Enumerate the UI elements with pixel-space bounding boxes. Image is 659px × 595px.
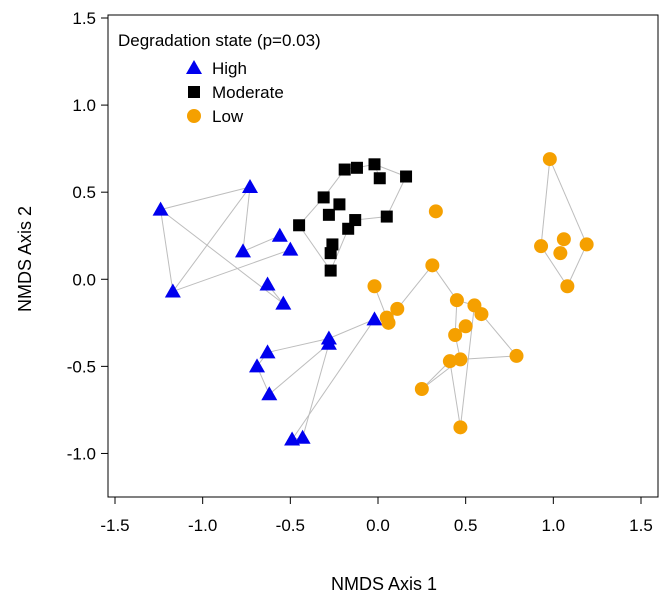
point-high	[164, 283, 181, 298]
hull-edge-low	[540, 159, 551, 247]
hull-edge-low	[481, 313, 517, 357]
point-moderate	[324, 264, 337, 277]
point-low	[449, 293, 464, 308]
point-moderate	[324, 247, 337, 260]
x-tick-label: 1.0	[542, 516, 566, 535]
legend-label-moderate: Moderate	[212, 83, 284, 102]
point-high	[366, 311, 383, 326]
hull-edge-low	[566, 244, 588, 287]
point-low	[453, 352, 468, 367]
point-low	[553, 246, 568, 261]
y-tick-label: 0.5	[72, 183, 96, 202]
x-tick-label: 0.0	[366, 516, 390, 535]
hull-edge-high	[172, 186, 251, 292]
point-low	[579, 237, 594, 252]
point-low	[534, 239, 549, 254]
point-high	[249, 358, 266, 373]
point-low	[381, 315, 396, 330]
point-low	[556, 232, 571, 247]
hull-edge-low	[540, 245, 568, 287]
y-tick-label: 1.0	[72, 96, 96, 115]
point-low	[453, 420, 468, 435]
point-low	[425, 258, 440, 273]
hull-edge-low	[431, 265, 458, 301]
plot-frame	[107, 14, 659, 498]
x-tick-label: -1.5	[100, 516, 129, 535]
point-moderate	[317, 191, 330, 204]
hull-edge-moderate	[386, 176, 407, 217]
hull-edge-high	[328, 318, 375, 339]
y-tick-label: 1.5	[72, 9, 96, 28]
point-high	[271, 227, 288, 242]
point-high	[320, 335, 337, 350]
point-low	[474, 307, 489, 322]
data-points	[152, 152, 594, 446]
point-high	[275, 295, 292, 310]
point-high	[259, 344, 276, 359]
legend-label-low: Low	[212, 107, 244, 126]
point-moderate	[333, 198, 346, 211]
hull-edge-high	[160, 209, 174, 292]
y-axis: -1.0 -0.5 0.0 0.5 1.0 1.5	[67, 9, 108, 463]
legend: Degradation state (p=0.03) High Moderate L…	[118, 31, 321, 126]
point-moderate	[322, 208, 335, 221]
hull-edge-moderate	[298, 224, 332, 271]
legend-marker-moderate	[188, 86, 200, 98]
y-tick-label: 0.0	[72, 270, 96, 289]
point-low	[414, 382, 429, 397]
legend-label-high: High	[212, 59, 247, 78]
hull-edge-high	[302, 343, 330, 438]
point-high	[242, 178, 259, 193]
hull-edge-high	[160, 186, 251, 211]
point-moderate	[349, 214, 362, 227]
x-tick-label: 0.5	[454, 516, 478, 535]
point-low	[509, 348, 524, 363]
hull-edge-high	[242, 235, 281, 252]
y-axis-title: NMDS Axis 2	[15, 206, 35, 312]
x-axis: -1.5 -1.0 -0.5 0.0 0.5 1.0 1.5	[100, 497, 653, 535]
x-tick-label: -1.0	[188, 516, 217, 535]
point-moderate	[368, 158, 381, 171]
point-low	[367, 279, 382, 294]
point-low	[458, 319, 473, 334]
x-axis-title: NMDS Axis 1	[331, 574, 437, 594]
point-low	[428, 204, 443, 219]
x-tick-label: 1.5	[629, 516, 653, 535]
hull-edge-high	[242, 186, 251, 252]
point-moderate	[380, 210, 393, 223]
point-high	[282, 241, 299, 256]
hull-edge-high	[291, 319, 375, 440]
point-low	[442, 354, 457, 369]
hull-lines	[160, 158, 588, 441]
point-moderate	[293, 219, 306, 232]
point-moderate	[400, 170, 413, 183]
point-low	[560, 279, 575, 294]
legend-marker-low	[187, 109, 201, 123]
y-tick-label: -0.5	[67, 357, 96, 376]
hull-edge-moderate	[330, 228, 349, 271]
x-tick-label: -0.5	[276, 516, 305, 535]
legend-title: Degradation state (p=0.03)	[118, 31, 321, 50]
point-high	[234, 243, 251, 258]
point-high	[152, 201, 169, 216]
hull-edge-high	[268, 343, 330, 395]
hull-edge-low	[449, 361, 461, 428]
hull-edge-low	[396, 265, 433, 310]
hull-edge-low	[460, 355, 517, 360]
hull-edge-low	[549, 158, 588, 245]
point-low	[448, 328, 463, 343]
hull-edge-high	[267, 338, 330, 353]
point-low	[390, 301, 405, 316]
legend-marker-high	[186, 60, 202, 74]
point-moderate	[350, 161, 363, 174]
point-low	[542, 152, 557, 167]
point-moderate	[338, 163, 351, 176]
point-high	[294, 429, 311, 444]
point-high	[261, 386, 278, 401]
hull-edge-high	[172, 249, 291, 292]
point-moderate	[373, 172, 386, 185]
point-high	[259, 276, 276, 291]
y-tick-label: -1.0	[67, 444, 96, 463]
